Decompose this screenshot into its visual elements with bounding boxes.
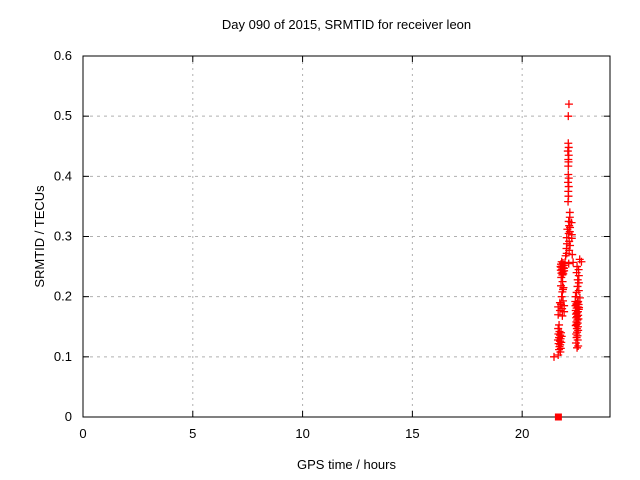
x-tick-label: 20 — [515, 426, 529, 441]
data-point-plus — [559, 269, 568, 278]
y-tick-label: 0.1 — [54, 349, 72, 364]
data-point-plus — [574, 271, 583, 280]
data-point-plus — [555, 298, 564, 307]
y-tick-label: 0.6 — [54, 48, 72, 63]
data-point-plus — [554, 310, 563, 319]
data-point-plus — [564, 174, 573, 183]
x-axis-title: GPS time / hours — [297, 457, 396, 472]
x-tick-label: 0 — [79, 426, 86, 441]
data-point-plus — [561, 251, 570, 260]
data-point-plus — [575, 293, 584, 302]
data-point-plus — [557, 273, 566, 282]
data-point-plus — [574, 278, 583, 287]
data-point-plus — [554, 302, 563, 311]
data-point-plus — [572, 288, 581, 297]
x-tick-label: 5 — [189, 426, 196, 441]
data-point-square — [554, 413, 562, 421]
data-point-plus — [564, 100, 573, 109]
y-tick-label: 0.5 — [54, 108, 72, 123]
data-point-plus — [564, 143, 573, 152]
data-point-plus — [573, 343, 582, 352]
data-point-plus — [558, 311, 567, 320]
data-point-plus — [564, 178, 573, 187]
data-point-plus — [556, 340, 565, 349]
y-tick-label: 0.3 — [54, 229, 72, 244]
data-point-plus — [565, 221, 574, 230]
data-point-plus — [574, 326, 583, 335]
data-point-plus — [555, 306, 564, 315]
data-point-plus — [577, 257, 586, 266]
data-point-plus — [554, 351, 563, 360]
data-point-plus — [568, 250, 577, 259]
data-point-plus — [574, 342, 583, 351]
data-point-plus — [564, 162, 573, 171]
y-tick-label: 0.4 — [54, 168, 72, 183]
data-point-plus — [573, 282, 582, 291]
data-point-plus — [565, 213, 574, 222]
data-point-plus — [558, 277, 567, 286]
data-point-plus — [559, 285, 568, 294]
x-tick-label: 15 — [405, 426, 419, 441]
data-point-plus — [569, 258, 578, 267]
y-tick-label: 0.2 — [54, 289, 72, 304]
data-point-plus — [550, 352, 559, 361]
data-point-plus — [560, 307, 569, 316]
x-tick-label: 10 — [295, 426, 309, 441]
data-point-plus — [563, 147, 572, 156]
data-point-plus — [557, 292, 566, 301]
chart-title: Day 090 of 2015, SRMTID for receiver leo… — [221, 17, 472, 32]
data-point-plus — [556, 262, 565, 271]
y-axis-title: SRMTID / TECUs — [32, 185, 47, 288]
data-point-plus — [564, 112, 573, 121]
y-tick-label: 0 — [65, 409, 72, 424]
data-point-plus — [564, 197, 573, 206]
